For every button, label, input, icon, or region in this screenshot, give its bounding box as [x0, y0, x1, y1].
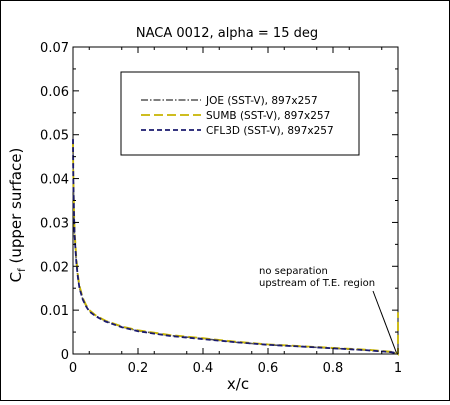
legend-label-joe: JOE (SST-V), 897x257 — [205, 95, 318, 107]
annotation-line-2: upstream of T.E. region — [259, 278, 375, 289]
y-axis-label: Cf (upper surface) — [7, 148, 28, 283]
y-tick-label: 0.03 — [40, 216, 69, 231]
series-line-2 — [72, 143, 399, 356]
series-line-1 — [72, 139, 399, 355]
annotation-line-1: no separation — [259, 266, 328, 277]
x-axis-label: x/c — [227, 375, 249, 393]
legend-label-cfl3d: CFL3D (SST-V), 897x257 — [206, 125, 334, 137]
y-tick-label: 0.05 — [40, 129, 69, 144]
chart-title: NACA 0012, alpha = 15 deg — [136, 26, 318, 41]
x-tick-label: 0.4 — [193, 361, 214, 376]
annotation-arrow — [372, 290, 397, 353]
x-tick-label: 0.2 — [128, 361, 149, 376]
y-tick-label: 0.04 — [40, 173, 69, 188]
x-tick-label: 1 — [394, 361, 402, 376]
y-tick-label: 0.01 — [40, 304, 69, 319]
legend: JOE (SST-V), 897x257 SUMB (SST-V), 897x2… — [120, 71, 360, 156]
y-axis-label-main: C — [7, 272, 25, 282]
legend-label-sumb: SUMB (SST-V), 897x257 — [206, 110, 330, 122]
x-tick-label: 0.8 — [323, 361, 344, 376]
y-axis-label-rest: (upper surface) — [7, 148, 25, 269]
series-layer — [72, 139, 399, 356]
y-tick-label: 0.02 — [40, 260, 69, 275]
legend-box — [120, 71, 360, 156]
y-tick-label: 0 — [61, 348, 69, 363]
y-axis-label-sub: f — [17, 268, 28, 272]
x-axis-ticks: 0 0.2 0.4 0.6 0.8 1 — [69, 47, 402, 376]
x-tick-label: 0 — [69, 361, 77, 376]
annotation: no separation upstream of T.E. region — [259, 266, 397, 353]
x-tick-label: 0.6 — [258, 361, 279, 376]
y-tick-label: 0.06 — [40, 85, 69, 100]
y-tick-label: 0.07 — [40, 41, 69, 56]
y-axis-ticks: 0 0.01 0.02 0.03 0.04 0.05 0.06 0.07 — [40, 41, 398, 363]
series-line-3 — [72, 139, 399, 355]
